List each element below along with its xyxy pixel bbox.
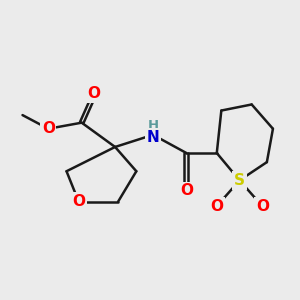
Text: O: O xyxy=(72,194,85,209)
Text: O: O xyxy=(42,121,55,136)
Text: H: H xyxy=(148,118,159,132)
Text: S: S xyxy=(234,173,245,188)
Text: O: O xyxy=(87,86,100,101)
Text: O: O xyxy=(180,184,193,199)
Text: O: O xyxy=(256,199,269,214)
Text: N: N xyxy=(147,130,159,145)
Text: O: O xyxy=(210,199,223,214)
